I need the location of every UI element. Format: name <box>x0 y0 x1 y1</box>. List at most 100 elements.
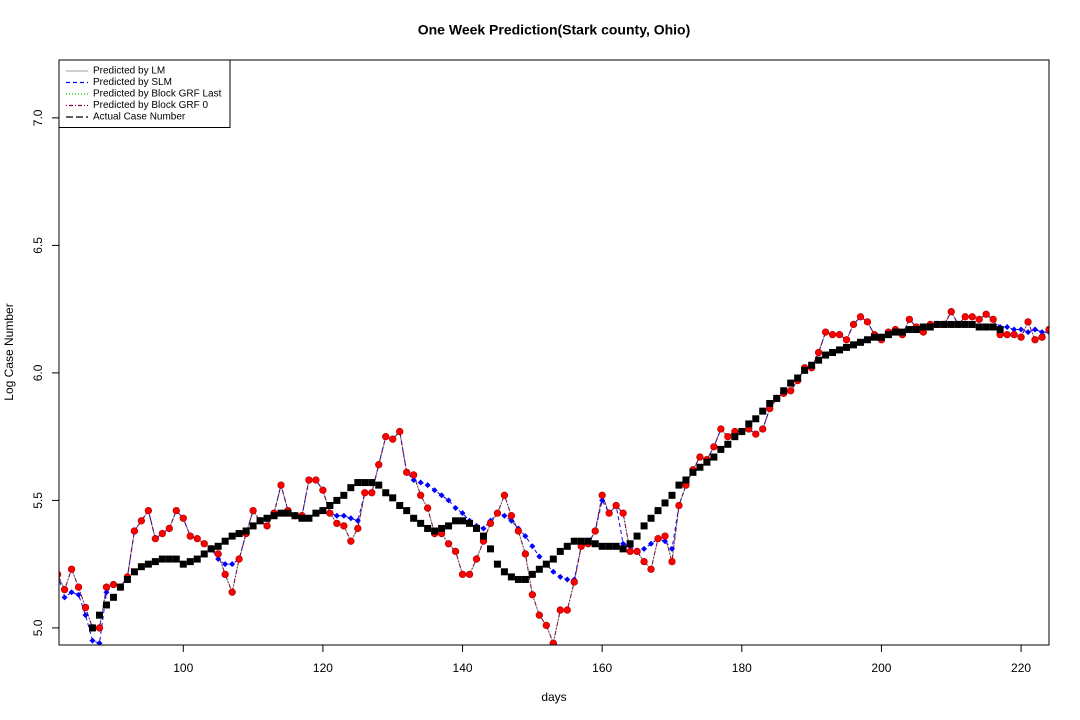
point <box>438 492 445 499</box>
point <box>389 494 397 502</box>
point <box>375 461 383 469</box>
point <box>102 583 111 591</box>
point <box>982 310 990 318</box>
point <box>710 453 718 461</box>
point <box>870 333 878 341</box>
point <box>410 477 417 484</box>
point <box>368 479 376 487</box>
point <box>151 558 159 566</box>
point <box>172 555 180 563</box>
point <box>528 591 537 599</box>
point <box>458 570 467 579</box>
point <box>417 479 424 486</box>
point <box>165 555 173 563</box>
point <box>389 435 397 443</box>
point <box>912 326 920 334</box>
point <box>850 341 858 349</box>
point <box>368 489 376 497</box>
x-tick-label: 120 <box>313 661 333 675</box>
point <box>1003 330 1011 339</box>
point <box>277 481 285 489</box>
point <box>137 563 145 571</box>
point <box>221 537 229 545</box>
point <box>745 420 753 428</box>
point <box>919 323 927 331</box>
point <box>766 400 774 408</box>
point <box>319 507 327 515</box>
point <box>382 489 390 497</box>
point <box>828 330 837 339</box>
point <box>703 458 711 466</box>
point <box>200 550 208 558</box>
point <box>1039 329 1046 336</box>
point <box>410 471 418 479</box>
point <box>451 547 460 556</box>
point <box>619 509 627 517</box>
point <box>521 550 530 558</box>
point <box>626 540 634 548</box>
point <box>821 328 830 336</box>
point <box>500 568 508 576</box>
point <box>675 481 683 489</box>
point <box>326 509 334 517</box>
point <box>752 415 760 423</box>
point <box>843 343 851 351</box>
point <box>648 540 655 547</box>
point <box>835 330 844 339</box>
point <box>207 545 215 553</box>
point <box>549 639 557 645</box>
point <box>333 519 341 528</box>
point <box>563 606 571 614</box>
point <box>696 463 704 471</box>
point <box>67 565 76 573</box>
point <box>877 333 885 341</box>
point <box>277 509 285 517</box>
point <box>354 524 362 533</box>
point <box>724 433 732 441</box>
point <box>431 487 438 494</box>
point <box>982 323 990 331</box>
point <box>396 502 404 510</box>
point <box>144 506 153 515</box>
point <box>724 440 732 448</box>
point <box>640 522 648 530</box>
point <box>668 557 676 566</box>
point <box>403 468 411 477</box>
point <box>1025 329 1032 336</box>
point <box>340 491 348 499</box>
point <box>710 443 718 451</box>
legend-label: Predicted by SLM <box>93 77 172 88</box>
point <box>229 561 236 568</box>
point <box>486 519 495 528</box>
point <box>82 612 89 619</box>
x-tick-label: 180 <box>732 661 752 675</box>
point <box>500 491 509 499</box>
point <box>480 525 487 532</box>
point <box>1011 326 1018 333</box>
point <box>961 313 969 321</box>
point <box>396 427 404 436</box>
point <box>522 533 529 540</box>
point <box>193 535 201 543</box>
point <box>235 530 243 538</box>
point <box>179 514 187 522</box>
point <box>410 514 418 522</box>
point <box>431 527 439 535</box>
point <box>438 524 446 532</box>
point <box>103 589 110 596</box>
point <box>263 522 271 530</box>
point <box>1024 318 1032 326</box>
point <box>347 537 355 545</box>
point <box>291 512 299 520</box>
point <box>647 565 655 573</box>
point <box>668 491 676 499</box>
point <box>662 538 669 545</box>
point <box>996 326 1004 334</box>
point <box>1018 326 1025 333</box>
point <box>773 394 781 402</box>
point <box>95 611 103 619</box>
point <box>940 320 948 328</box>
point <box>116 583 124 591</box>
point <box>759 407 767 415</box>
point <box>842 336 851 344</box>
